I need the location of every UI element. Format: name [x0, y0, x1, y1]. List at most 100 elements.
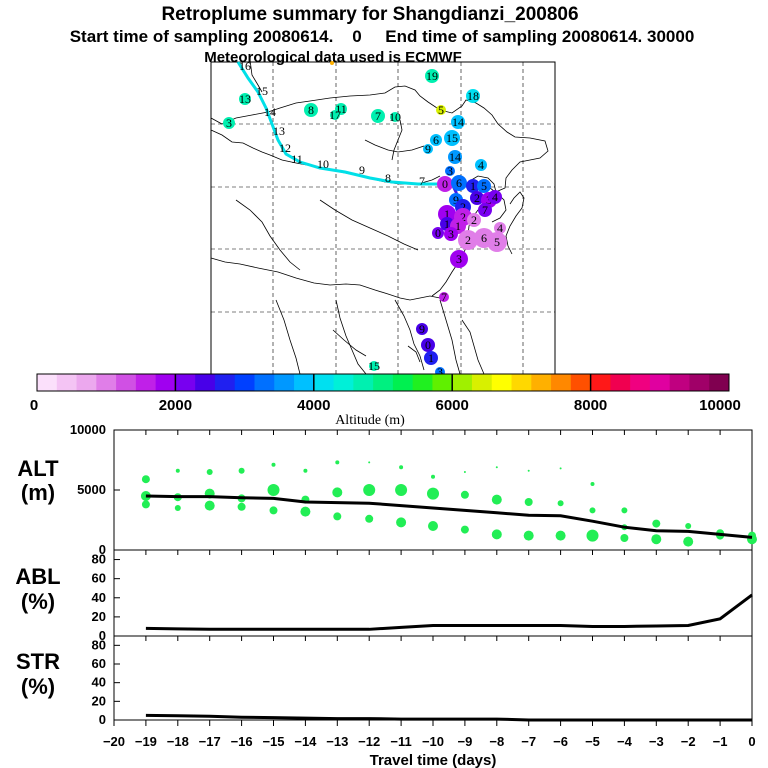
- trajectory-map: 1338111771019185146159144306159234271221…: [204, 49, 556, 379]
- plume-dot-label-17: 0: [442, 177, 448, 191]
- xtick-label-1: −19: [135, 734, 157, 749]
- colorbar-swatch-27: [570, 374, 592, 391]
- alt-spread-point-26: [396, 517, 407, 528]
- plume-dot-label-16: 3: [447, 164, 453, 178]
- colorbar-swatch-3: [96, 374, 117, 391]
- alt-spread-point-50: [685, 523, 692, 529]
- plume-dot-label-14: 14: [449, 150, 461, 164]
- plume-dot-label-43: 15: [368, 359, 380, 373]
- xtick-label-3: −17: [199, 734, 221, 749]
- abl-panel-unit: (%): [21, 589, 55, 614]
- alt-spread-point-37: [524, 498, 533, 506]
- plume-dot-43: [369, 361, 379, 371]
- alt-panel-unit: (m): [21, 480, 55, 505]
- plume-dot-12: [444, 130, 460, 146]
- xtick-label-4: −16: [231, 734, 253, 749]
- str-ytick-label-2: 40: [92, 675, 106, 690]
- colorbar-swatch-25: [531, 374, 552, 391]
- colorbar-swatch-30: [630, 374, 651, 391]
- plume-dot-label-19: 1: [470, 179, 476, 193]
- alt-spread-point-27: [431, 474, 435, 479]
- plume-dot-label-4: 17: [329, 108, 341, 122]
- colorbar-swatch-11: [254, 374, 275, 391]
- colorbar-tick-label-3: 6000: [436, 397, 469, 414]
- plume-dot-label-41: 0: [425, 338, 431, 352]
- plume-dot-label-38: 3: [456, 252, 462, 266]
- colorbar-swatch-8: [195, 374, 216, 391]
- colorbar-swatch-1: [56, 374, 78, 391]
- colorbar-swatch-34: [709, 374, 730, 391]
- alt-spread-point-45: [621, 507, 628, 514]
- plume-dot-label-11: 6: [433, 133, 439, 147]
- alt-spread-point-6: [206, 469, 213, 475]
- plume-dot-label-3: 11: [335, 102, 347, 116]
- alt-spread-point-18: [335, 460, 340, 465]
- alt-plume-spread: [140, 460, 757, 547]
- plume-dot-label-28: 2: [460, 210, 466, 224]
- colorbar-swatch-6: [155, 374, 176, 391]
- figure-subtitle: Start time of sampling 20080614. 0 End t…: [70, 27, 695, 46]
- xtick-label-13: −7: [521, 734, 536, 749]
- plume-dot-label-12: 15: [446, 131, 458, 145]
- str-line: [145, 713, 752, 722]
- colorbar-swatch-12: [274, 374, 295, 391]
- plume-dot-label-2: 8: [308, 103, 314, 117]
- colorbar-swatch-29: [610, 374, 631, 391]
- colorbar-tick-label-1: 2000: [159, 397, 192, 414]
- colorbar-outline: [36, 373, 730, 392]
- colorbar-tick-label-5: 10000: [699, 397, 741, 414]
- alt-spread-point-22: [363, 484, 376, 496]
- alt-spread-point-49: [651, 534, 662, 545]
- colorbar-swatch-19: [412, 374, 433, 391]
- xtick-label-11: −9: [457, 734, 472, 749]
- alt-spread-point-2: [141, 500, 150, 509]
- alt-spread-point-21: [368, 461, 371, 464]
- plume-dot-label-35: 2: [465, 233, 471, 247]
- colorbar-label: Altitude (m): [335, 413, 405, 428]
- plume-dot-label-32: 4: [497, 221, 503, 235]
- abl-ytick-label-2: 40: [92, 590, 106, 605]
- alt-spread-point-32: [460, 525, 469, 534]
- alt-spread-point-39: [559, 467, 562, 470]
- plume-dot-10: [451, 115, 465, 129]
- alt-spread-point-35: [491, 529, 502, 540]
- alt-spread-point-19: [332, 487, 343, 498]
- plume-dot-37: [487, 232, 507, 252]
- xtick-label-2: −18: [167, 734, 189, 749]
- plume-dot-label-5: 7: [375, 109, 381, 123]
- alt-spread-point-20: [333, 512, 342, 521]
- plume-dot-18: [451, 175, 467, 191]
- colorbar-tick-label-4: 8000: [574, 397, 607, 414]
- plume-dot-label-21: 9: [453, 193, 459, 207]
- plume-dot-label-6: 10: [389, 110, 401, 124]
- trajectory-day-label-1: 15: [256, 84, 268, 98]
- plume-dot-26: [478, 203, 492, 217]
- alt-spread-point-15: [303, 468, 308, 473]
- plume-dot-label-24: 4: [492, 190, 498, 204]
- marker-day-0-top: [330, 61, 334, 65]
- abl-ytick-label-3: 20: [92, 609, 106, 624]
- colorbar-swatch-24: [511, 374, 532, 391]
- plume-dot-1: [223, 117, 235, 129]
- alt-ytick-label-1: 5000: [77, 482, 106, 497]
- plume-dot-24: [488, 190, 502, 204]
- plume-dot-label-13: 9: [425, 142, 431, 156]
- plume-dot-label-25: 2: [460, 200, 466, 214]
- colorbar-swatch-33: [689, 374, 710, 391]
- xtick-label-10: −10: [422, 734, 444, 749]
- alt-spread-point-40: [557, 500, 564, 507]
- plume-dot-label-9: 5: [438, 103, 444, 117]
- met-data-caption: Meteorological data used is ECMWF: [204, 49, 462, 66]
- xtick-label-18: −2: [681, 734, 696, 749]
- alt-spread-point-42: [590, 482, 595, 486]
- str-ytick-label-3: 20: [92, 693, 106, 708]
- alt-spread-point-23: [365, 514, 374, 523]
- trajectory-day-label-6: 10: [317, 157, 329, 171]
- colorbar-swatch-18: [392, 374, 414, 391]
- alt-spread-point-28: [427, 487, 439, 500]
- abl-y-axis: 80 60 40 20 0: [92, 552, 120, 643]
- altitude-colorbar: 0 2000 4000 6000 8000 10000: [30, 373, 741, 414]
- str-ytick-label-0: 80: [92, 637, 106, 652]
- colorbar-tick-label-0: 0: [30, 397, 38, 414]
- plume-dot-32: [494, 222, 506, 234]
